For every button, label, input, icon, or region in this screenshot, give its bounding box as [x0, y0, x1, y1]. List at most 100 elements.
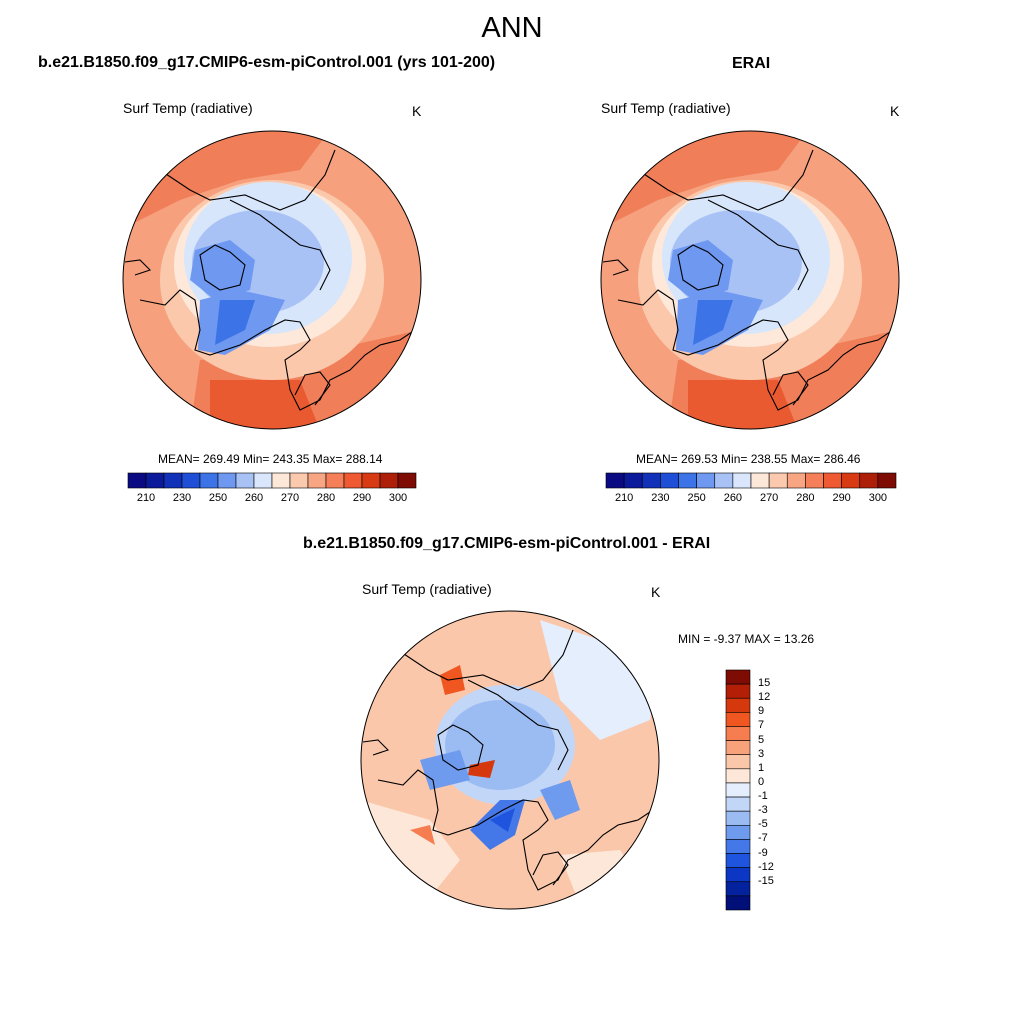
panel-1-colorbar-tick-label: 270: [280, 492, 300, 504]
panel-1-colorbar-swatch: [361, 472, 381, 489]
difference-colorbar-swatch: [725, 867, 751, 883]
difference-colorbar-tick-label: -3: [758, 804, 768, 817]
panel-2-units: K: [890, 103, 900, 119]
difference-colorbar-tick-label: -1: [758, 790, 768, 803]
difference-colorbar-tick-label: 7: [758, 719, 765, 732]
difference-colorbar-tick-label: 15: [758, 677, 771, 690]
difference-colorbar-tick-label: 1: [758, 761, 765, 774]
panel-1-colorbar-swatch: [163, 472, 183, 489]
difference-colorbar-tick-label: 9: [758, 705, 765, 718]
difference-colorbar-swatch: [725, 768, 751, 784]
difference-colorbar-swatch: [725, 810, 751, 826]
difference-colorbar-swatch: [725, 683, 751, 699]
panel-1-colorbar: [127, 472, 417, 489]
panel-2-colorbar-swatch: [660, 472, 679, 489]
panel-2-map-border: [600, 130, 900, 430]
panel-1-coastlines: [124, 149, 416, 411]
panel-2-colorbar-swatch: [750, 472, 770, 489]
panel-1-map-border: [122, 130, 422, 430]
panel-2-coastlines: [602, 149, 894, 411]
panel-1-colorbar-tick-label: 250: [208, 492, 228, 504]
panel-3-stats: MIN = -9.37 MAX = 13.26: [678, 632, 815, 646]
difference-colorbar-tick-label: -15: [758, 874, 774, 887]
difference-colorbar-swatch: [725, 824, 751, 840]
panel-2-stats: MEAN= 269.53 Min= 238.55 Max= 286.46: [636, 452, 861, 466]
difference-colorbar-tick-label: -7: [758, 832, 768, 845]
panel-2-colorbar-swatch: [859, 472, 879, 489]
panel-2-colorbar-swatch: [786, 472, 806, 489]
panel-1-colorbar-swatch: [397, 472, 417, 489]
panel-2-colorbar-tick-label: 230: [651, 492, 670, 504]
difference-colorbar-swatch: [725, 754, 751, 770]
difference-colorbar-swatch: [725, 726, 751, 741]
difference-colorbar-swatch: [725, 697, 751, 713]
panel-1-colorbar-swatch: [325, 472, 345, 489]
panel-2-colorbar-swatch: [732, 472, 752, 489]
panel-1-colorbar-tick-label: 280: [316, 492, 336, 504]
panel-1-colorbar-swatch: [235, 472, 255, 489]
panel-2-colorbar-swatch: [714, 472, 734, 489]
panel-1-units: K: [412, 103, 422, 119]
panel-1-colorbar-swatch: [379, 472, 399, 489]
panel-2-colorbar-tick-label: 210: [614, 492, 634, 504]
panel-2-colorbar-tick-label: 290: [832, 492, 851, 504]
panel-1-colorbar-swatch: [343, 472, 363, 489]
panel-2-colorbar-tick-label: 280: [796, 492, 815, 504]
panel-2-colorbar-swatch: [805, 472, 824, 489]
panel-2-colorbar-tick-label: 270: [759, 492, 779, 504]
difference-colorbar-tick-label: 0: [758, 775, 765, 788]
panel-2-colorbar-swatch: [877, 472, 897, 489]
panel-1-colorbar-swatch: [271, 472, 291, 489]
panel-2-colorbar-tick-label: 250: [687, 492, 706, 504]
panel-1-colorbar-tick-label: 260: [244, 492, 264, 504]
panel-2-polar-map: [601, 131, 899, 429]
panel-1-colorbar-swatch: [199, 472, 219, 489]
panel-2-colorbar-swatch: [623, 472, 643, 489]
difference-colorbar-tick-label: -9: [758, 846, 768, 859]
panel-1-stats: MEAN= 269.49 Min= 243.35 Max= 288.14: [158, 452, 383, 466]
panel-1-polar-map: [123, 131, 421, 429]
panel-1-colorbar-swatch: [253, 472, 273, 489]
panel-1-colorbar-swatch: [127, 472, 147, 489]
difference-colorbar: [725, 669, 751, 911]
panel-1-title: b.e21.B1850.f09_g17.CMIP6-esm-piControl.…: [38, 54, 496, 71]
difference-colorbar-swatch: [725, 782, 751, 798]
panel-1-colorbar-tick-label: 230: [172, 492, 192, 504]
panel-1-colorbar-tick-label: 300: [388, 492, 408, 504]
panel-2-colorbar-swatch: [823, 472, 842, 489]
panel-3-title: b.e21.B1850.f09_g17.CMIP6-esm-piControl.…: [303, 535, 711, 552]
difference-colorbar-swatch: [725, 881, 751, 897]
panel-3-units: K: [651, 584, 661, 600]
panel-2-colorbar-swatch: [641, 472, 661, 489]
panel-1-colorbar-swatch: [181, 472, 201, 489]
panel-1-colorbar-swatch: [289, 472, 309, 489]
difference-colorbar-swatch: [725, 740, 751, 756]
panel-1-colorbar-swatch: [217, 472, 237, 489]
panel-2-colorbar-tick-label: 300: [868, 492, 888, 504]
page-title: ANN: [481, 12, 543, 44]
difference-colorbar-swatch: [725, 796, 751, 812]
difference-colorbar-swatch: [725, 895, 751, 911]
panel-2-colorbar-swatch: [696, 472, 716, 489]
difference-colorbar-swatch: [725, 712, 751, 727]
panel-2-title: ERAI: [732, 55, 771, 72]
panel-3-coastlines: [362, 629, 654, 891]
panel-1-colorbar-tick-label: 210: [136, 492, 156, 504]
difference-colorbar-swatch: [725, 853, 751, 868]
panel-2-colorbar-swatch: [768, 472, 788, 489]
panel-3-polar-map: [361, 611, 659, 909]
panel-2-variable-label: Surf Temp (radiative): [601, 100, 731, 116]
panel-2-colorbar: [605, 472, 897, 489]
panel-2-colorbar-swatch: [678, 472, 697, 489]
panel-2-colorbar-swatch: [605, 472, 625, 489]
difference-colorbar-tick-label: 12: [758, 691, 771, 704]
panel-1-colorbar-tick-label: 290: [352, 492, 372, 504]
difference-colorbar-swatch: [725, 839, 751, 854]
panel-1-colorbar-swatch: [307, 472, 327, 489]
panel-1-colorbar-swatch: [145, 472, 165, 489]
panel-2-colorbar-tick-label: 260: [723, 492, 743, 504]
difference-colorbar-tick-label: 5: [758, 733, 765, 746]
difference-colorbar-tick-label: -12: [758, 860, 774, 873]
panel-3-variable-label: Surf Temp (radiative): [362, 581, 492, 597]
